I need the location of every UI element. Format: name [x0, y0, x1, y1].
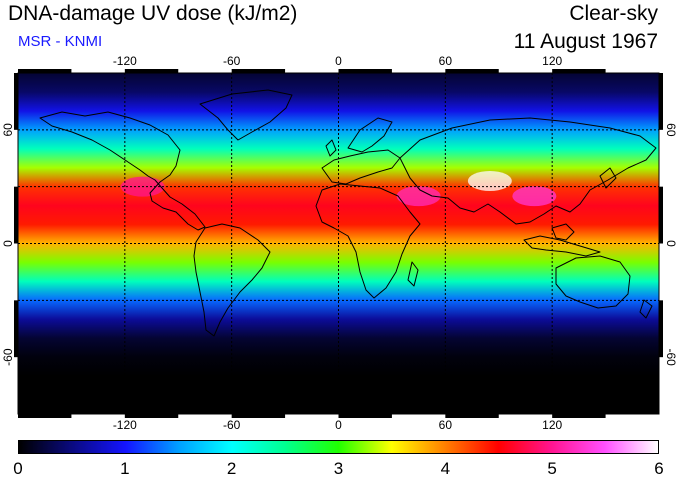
colorbar-label-4: 4: [440, 459, 451, 478]
frame-segment-bottom--60: [231, 414, 286, 418]
uv-dose-map: -120 -120 -60 -60 0 0 60 60 120 120 60 60 0 0 -60 -60: [1, 54, 678, 432]
frame-segment-bottom-0: [338, 414, 392, 418]
coast-south-america: [193, 223, 271, 337]
colorbar-label-5: 5: [547, 459, 557, 478]
colorbar-label-1: 1: [120, 459, 130, 478]
lon-tick-bottom--120: -120: [113, 418, 137, 432]
coast-africa: [315, 183, 421, 299]
lat-tick-right-0: 0: [664, 240, 678, 247]
coast-north-america: [39, 111, 206, 231]
frame-segment-left-90: [14, 73, 18, 130]
map-frame: [14, 69, 663, 418]
lat-tick-left-60: 60: [1, 123, 15, 137]
frame-segment-bottom--180: [18, 414, 72, 418]
lon-tick-bottom-0: 0: [335, 418, 342, 432]
lon-tick-top--120: -120: [113, 54, 137, 68]
coast-japan: [599, 167, 617, 189]
colorbar-label-2: 2: [226, 459, 237, 478]
hotspot-0: [467, 170, 512, 191]
coast-borneo: [551, 223, 575, 241]
coast-asia: [399, 117, 657, 225]
lon-tick-top-120: 120: [542, 54, 562, 68]
frame-segment-top-120: [552, 69, 606, 73]
lon-tick-top-0: 0: [335, 54, 342, 68]
coast-madagascar: [407, 261, 419, 287]
lon-tick-top-60: 60: [439, 54, 453, 68]
map-ticks: -120 -120 -60 -60 0 0 60 60 120 120 60 60 0 0 -60 -60: [1, 54, 678, 432]
lon-tick-top--60: -60: [223, 54, 241, 68]
map-title: DNA-damage UV dose (kJ/m2): [8, 2, 298, 25]
frame-segment-right-30: [659, 186, 663, 244]
colorbar-label-3: 3: [333, 459, 344, 478]
frame-segment-bottom-120: [552, 414, 606, 418]
frame-segment-top-0: [338, 69, 392, 73]
frame-segment-top-60: [445, 69, 499, 73]
colorbar: [18, 440, 659, 454]
sky-condition-label: Clear-sky: [569, 2, 658, 25]
coast-new-zealand: [639, 299, 653, 319]
frame-segment-bottom-60: [445, 414, 499, 418]
frame-segment-right-90: [659, 73, 663, 130]
coast-greenland: [199, 89, 293, 141]
lat-tick-right--60: -60: [664, 348, 678, 366]
lat-tick-left-0: 0: [1, 240, 15, 247]
frame-segment-left-30: [14, 186, 18, 244]
frame-segment-bottom--120: [124, 414, 179, 418]
source-label: MSR - KNMI: [18, 33, 103, 50]
grid-lines: [18, 73, 659, 414]
frame-segment-right--30: [659, 300, 663, 358]
coast-uk: [325, 139, 337, 157]
frame-segment-top--60: [231, 69, 286, 73]
date-label: 11 August 1967: [513, 30, 658, 53]
frame-segment-top--120: [124, 69, 179, 73]
coast-indonesia: [523, 235, 601, 257]
colorbar-label-6: 6: [654, 459, 664, 478]
frame-segment-top--180: [18, 69, 72, 73]
coast-scandinavia: [347, 117, 393, 153]
lon-tick-bottom-120: 120: [542, 418, 562, 432]
lat-tick-right-60: 60: [664, 123, 678, 137]
coast-europe: [321, 149, 401, 185]
hotspot-3: [512, 186, 557, 207]
colorbar-label-0: 0: [13, 459, 23, 478]
lon-tick-bottom--60: -60: [223, 418, 241, 432]
lat-tick-left--60: -60: [1, 348, 15, 366]
coastlines: [39, 89, 657, 337]
lon-tick-bottom-60: 60: [439, 418, 453, 432]
frame-segment-left--30: [14, 300, 18, 358]
hotspot-1: [396, 186, 441, 207]
